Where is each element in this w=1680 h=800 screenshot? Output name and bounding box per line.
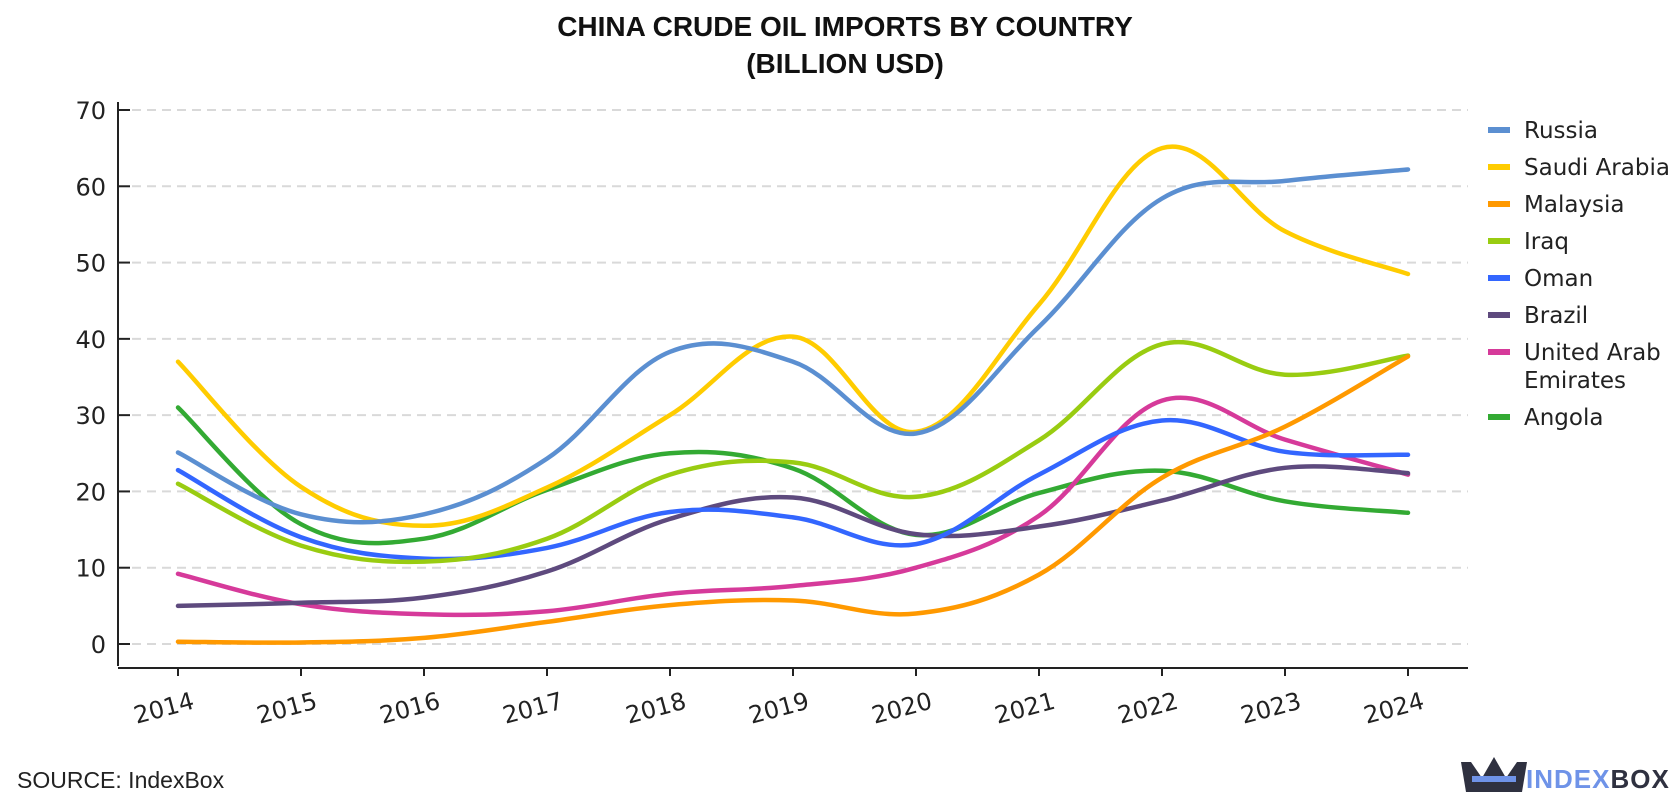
legend-item-malaysia: Malaysia — [1488, 192, 1625, 218]
y-tick-label-20: 20 — [75, 478, 106, 506]
legend-label-oman: Oman — [1524, 266, 1593, 292]
legend-item-saudi-arabia: Saudi Arabia — [1488, 155, 1670, 181]
series-line-iraq — [175, 339, 1411, 565]
x-tick-label-2019: 2019 — [746, 687, 812, 730]
x-tick-label-2016: 2016 — [377, 687, 443, 730]
legend-label-united-arab-emirates: United Arab Emirates — [1524, 340, 1661, 394]
legend-item-brazil: Brazil — [1488, 303, 1588, 329]
x-tick-label-2018: 2018 — [623, 687, 689, 730]
footer: SOURCE: IndexBox INDEXBOX — [17, 757, 1670, 794]
legend-item-iraq: Iraq — [1488, 229, 1569, 255]
x-tick-label-2015: 2015 — [254, 687, 320, 730]
series-line-united-arab-emirates — [175, 395, 1411, 618]
legend-label-russia: Russia — [1524, 118, 1598, 144]
legend-item-russia: Russia — [1488, 118, 1598, 144]
brand-name-part1: INDEX — [1526, 764, 1610, 794]
chart-title-group: CHINA CRUDE OIL IMPORTS BY COUNTRY (BILL… — [557, 11, 1133, 79]
series-line-malaysia — [175, 354, 1411, 645]
y-tick-label-40: 40 — [75, 326, 106, 354]
legend-label-iraq: Iraq — [1524, 229, 1569, 255]
y-tick-label-10: 10 — [75, 555, 106, 583]
legend-label-brazil: Brazil — [1524, 303, 1588, 329]
legend-item-angola: Angola — [1488, 405, 1603, 431]
x-tick-label-2014: 2014 — [131, 687, 197, 730]
legend-label-saudi-arabia: Saudi Arabia — [1524, 155, 1670, 181]
series-line-russia — [175, 167, 1411, 525]
legend-label-malaysia: Malaysia — [1524, 192, 1625, 218]
source-note: SOURCE: IndexBox — [17, 767, 225, 793]
legend-item-oman: Oman — [1488, 266, 1593, 292]
y-tick-label-70: 70 — [75, 97, 106, 125]
legend-item-united-arab-emirates: United Arab Emirates — [1488, 340, 1661, 394]
x-tick-label-2023: 2023 — [1238, 687, 1304, 730]
legend: Russia Saudi Arabia Malaysia Iraq Oman Brazil… — [1488, 118, 1670, 431]
y-tick-label-50: 50 — [75, 250, 106, 278]
y-tick-label-30: 30 — [75, 402, 106, 430]
grid-lines — [132, 109, 1468, 645]
x-tick-label-2024: 2024 — [1361, 687, 1427, 730]
brand-name-part2: BOX — [1610, 764, 1669, 794]
brand-name: INDEXBOX — [1526, 764, 1670, 794]
legend-label-angola: Angola — [1524, 405, 1603, 431]
x-tick-label-2021: 2021 — [992, 687, 1058, 730]
y-tick-label-0: 0 — [91, 631, 106, 659]
chart-subtitle: (BILLION USD) — [746, 48, 944, 79]
chart-title: CHINA CRUDE OIL IMPORTS BY COUNTRY — [557, 11, 1133, 42]
x-tick-label-2020: 2020 — [869, 687, 935, 730]
series-line-angola — [175, 405, 1411, 546]
x-tick-label-2022: 2022 — [1115, 687, 1181, 730]
x-tick-label-2017: 2017 — [500, 687, 566, 730]
y-tick-label-60: 60 — [75, 173, 106, 201]
indexbox-logo-icon — [1461, 757, 1527, 792]
series-lines — [175, 144, 1411, 645]
series-line-oman — [175, 417, 1411, 562]
axes: 0 10 20 30 40 50 60 70 2014 2015 2016 2017 2018 2019 2… — [75, 97, 1468, 730]
series-line-brazil — [175, 464, 1411, 609]
